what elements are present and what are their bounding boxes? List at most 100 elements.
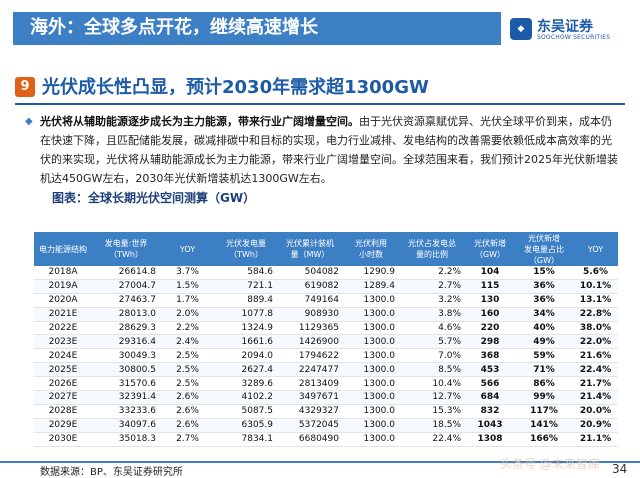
table-cell: 29316.4 — [92, 334, 160, 350]
company-logo: ◆ 东吴证券 SOOCHOW SECURITIES — [510, 14, 632, 46]
table-cell: 889.4 — [215, 293, 277, 308]
table-cell: 2.7% — [399, 279, 465, 294]
table-cell: 21.6% — [573, 348, 618, 364]
table-header-cell: 光伏新增 （GW） — [465, 232, 515, 266]
table-header-row: 电力能源结构 发电量:世界 （TWh） YOY 光伏发电量 （TWh） 光伏累计装机 量（MW… — [34, 232, 618, 266]
table-cell: 27004.7 — [92, 279, 160, 294]
table-cell: 26614.8 — [92, 266, 160, 280]
pv-forecast-table: 电力能源结构 发电量:世界 （TWh） YOY 光伏发电量 （TWh） 光伏累计装机 量（MW… — [34, 232, 618, 447]
table-body: 2018A 26614.8 3.7% 584.6 504082 1290.9 2.2% 104… — [34, 266, 618, 447]
table-cell: 28629.3 — [92, 321, 160, 336]
table-cell: 2.5% — [160, 348, 215, 364]
table-header-cell: 发电量:世界 （TWh） — [92, 232, 160, 266]
table-cell: 298 — [465, 334, 515, 350]
table-cell: 2.2% — [160, 321, 215, 336]
table-cell: 1300.0 — [343, 348, 399, 364]
table-cell: 38.0% — [573, 321, 618, 336]
table-cell: 2.0% — [160, 307, 215, 322]
table-cell: 33233.6 — [92, 404, 160, 419]
table-cell: 2094.0 — [215, 348, 277, 364]
table-row: 2030E 35018.3 2.7% 7834.1 6680490 1300.0 22.4%… — [34, 432, 618, 447]
section-number-badge: 9 — [15, 77, 35, 97]
table-row: 2019A 27004.7 1.5% 721.1 619082 1289.4 2.7% 115… — [34, 279, 618, 294]
table-header-cell: YOY — [573, 232, 618, 266]
paragraph-lead: 光伏将从辅助能源逐步成长为主力能源，带来行业广阔增量空间。 — [40, 115, 359, 128]
table-cell: 13.1% — [573, 293, 618, 308]
table-cell: 684 — [465, 390, 515, 405]
table-cell: 30800.5 — [92, 362, 160, 378]
table-cell: 4329327 — [277, 404, 343, 419]
logo-chinese-name: 东吴证券 — [537, 19, 593, 35]
table-cell: 1300.0 — [343, 307, 399, 322]
table-cell: 1129365 — [277, 321, 343, 336]
table-cell: 115 — [465, 279, 515, 294]
table-cell: 18.5% — [399, 418, 465, 433]
table-cell: 7.0% — [399, 348, 465, 364]
table-header-cell: 光伏利用 小时数 — [343, 232, 399, 266]
table-cell: 749164 — [277, 293, 343, 308]
table-cell: 7834.1 — [215, 432, 277, 447]
table-cell: 1300.0 — [343, 293, 399, 308]
table-cell: 104 — [465, 266, 515, 280]
table-row: 2023E 29316.4 2.4% 1661.6 1426900 1300.0 5.7% 2… — [34, 334, 618, 350]
table-cell: 166% — [515, 432, 573, 447]
table-cell: 1426900 — [277, 334, 343, 350]
table-cell: 27463.7 — [92, 293, 160, 308]
section-divider — [15, 103, 625, 105]
table-cell: 5.7% — [399, 334, 465, 350]
table-header-cell: 光伏新增 发电量占比 （GW） — [515, 232, 573, 266]
table-cell: 1300.0 — [343, 432, 399, 447]
table-cell: 2.2% — [399, 266, 465, 280]
table-cell: 15.3% — [399, 404, 465, 419]
table-cell: 22.0% — [573, 334, 618, 350]
table-header-cell: 光伏发电量 （TWh） — [215, 232, 277, 266]
table-cell: 504082 — [277, 266, 343, 280]
table-cell: 1043 — [465, 418, 515, 433]
table-cell: 2021E — [34, 307, 92, 322]
table-cell: 22.4% — [399, 432, 465, 447]
table-cell: 453 — [465, 362, 515, 378]
table-header-cell: YOY — [160, 232, 215, 266]
table-cell: 2813409 — [277, 376, 343, 392]
table-cell: 5087.5 — [215, 404, 277, 419]
data-source-note: 数据来源：BP、东吴证券研究所 — [40, 467, 183, 478]
table-cell: 2026E — [34, 376, 92, 392]
table-cell: 22.8% — [573, 307, 618, 322]
table-cell: 1300.0 — [343, 404, 399, 419]
table-cell: 71% — [515, 362, 573, 378]
table-cell: 34097.6 — [92, 418, 160, 433]
table-cell: 2020A — [34, 293, 92, 308]
table-row: 2029E 34097.6 2.6% 6305.9 5372045 1300.0 18.5%… — [34, 418, 618, 433]
table-cell: 5372045 — [277, 418, 343, 433]
footer-divider — [0, 461, 640, 463]
paragraph-text: 由于光伏资源禀赋优异、光伏全球平价到来，成本仍在快速下降，且匹配储能发展，碳减排… — [40, 115, 618, 185]
table-cell: 721.1 — [215, 279, 277, 294]
table-cell: 2023E — [34, 334, 92, 350]
bullet-diamond-icon: ◆ — [25, 116, 33, 127]
table-cell: 21.1% — [573, 432, 618, 447]
table-cell: 86% — [515, 376, 573, 392]
table-cell: 2028E — [34, 404, 92, 419]
table-cell: 2027E — [34, 390, 92, 405]
table-cell: 5.6% — [573, 266, 618, 280]
table-cell: 31570.6 — [92, 376, 160, 392]
table-cell: 2029E — [34, 418, 92, 433]
table-cell: 1290.9 — [343, 266, 399, 280]
watermark: 头条号 @未来智库 — [500, 457, 600, 471]
table-cell: 1794622 — [277, 348, 343, 364]
table-cell: 30049.3 — [92, 348, 160, 364]
table-cell: 36% — [515, 279, 573, 294]
table-cell: 3.8% — [399, 307, 465, 322]
table-cell: 20.9% — [573, 418, 618, 433]
table-cell: 15% — [515, 266, 573, 280]
table-cell: 8.5% — [399, 362, 465, 378]
table-cell: 1300.0 — [343, 362, 399, 378]
table-title: 图表：全球长期光伏空间测算（GW） — [52, 191, 256, 205]
table-cell: 3.2% — [399, 293, 465, 308]
header-bar — [13, 12, 501, 45]
table-cell: 10.4% — [399, 376, 465, 392]
table-cell: 1300.0 — [343, 376, 399, 392]
table-cell: 2.5% — [160, 362, 215, 378]
table-cell: 21.7% — [573, 376, 618, 392]
table-cell: 2.5% — [160, 376, 215, 392]
